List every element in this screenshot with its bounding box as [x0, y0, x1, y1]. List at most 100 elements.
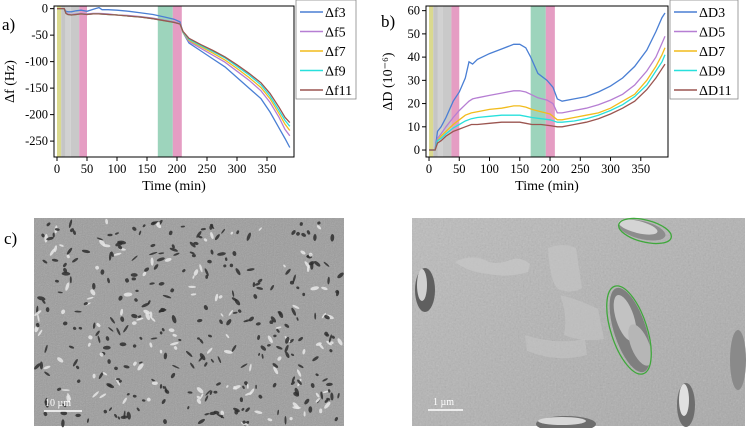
bacterial-cell — [270, 284, 274, 291]
bacterial-cell — [217, 252, 226, 256]
bacterial-cell — [159, 331, 163, 335]
bacterial-cell — [63, 267, 68, 273]
y-tick-label: 20 — [408, 97, 421, 111]
bacterial-cell — [142, 271, 147, 277]
bacterial-cell — [253, 294, 258, 299]
bacterial-cell — [277, 311, 282, 316]
bacterial-cell — [158, 252, 165, 255]
bacterial-cell — [182, 269, 186, 273]
bacterial-cell — [330, 392, 334, 401]
bacterial-cell — [147, 300, 151, 305]
bacterial-cell — [327, 389, 331, 393]
bacterial-cell — [180, 225, 185, 228]
series-line-0 — [57, 6, 291, 148]
y-tick-label: 50 — [408, 27, 421, 41]
shaded-interval — [429, 6, 434, 157]
bacterial-cell — [217, 356, 222, 364]
bacterial-cell — [61, 389, 70, 391]
bacterial-cell — [164, 257, 172, 262]
bacterial-cell — [337, 338, 343, 346]
bacterial-cell — [75, 365, 80, 370]
bacterial-cell — [42, 259, 48, 264]
bacterial-cell — [54, 228, 60, 231]
bacterial-cell — [138, 230, 142, 236]
bacterial-cell — [330, 234, 335, 242]
bacterial-cell — [240, 363, 248, 368]
bacterial-cell — [95, 265, 99, 270]
bacterial-cell — [133, 361, 137, 366]
bacterial-cell — [189, 251, 195, 255]
bacterial-cell — [254, 282, 261, 286]
bacterial-cell — [329, 349, 333, 353]
shaded-interval — [545, 6, 555, 157]
bacterial-cell — [87, 418, 89, 423]
bacterial-cell — [323, 261, 330, 267]
bacterial-cell — [49, 248, 56, 256]
x-tick-label: 300 — [228, 162, 247, 176]
panel-label-c: c) — [4, 229, 17, 248]
series-line-4 — [429, 63, 666, 151]
x-tick-label: 350 — [258, 162, 277, 176]
shaded-interval — [157, 6, 173, 157]
bacterial-cell — [226, 319, 232, 326]
shaded-interval — [70, 6, 80, 157]
bacterial-cell — [61, 403, 67, 408]
bacterial-cell — [146, 397, 151, 402]
bacterial-cell — [290, 381, 295, 385]
bacterial-cell — [70, 228, 74, 233]
y-tick-label: 60 — [408, 4, 421, 18]
bacterial-cell — [223, 264, 227, 268]
bacterial-cell — [322, 378, 328, 382]
bacterial-cell — [218, 295, 223, 299]
bacterial-cell — [272, 382, 277, 388]
bacterial-cell — [260, 345, 267, 351]
bacterial-cell — [134, 298, 138, 302]
bacterial-cell — [336, 290, 340, 297]
series-line-4 — [57, 7, 291, 124]
bacterial-cell — [41, 233, 45, 238]
x-tick-label: 0 — [54, 162, 60, 176]
bacterial-cell — [102, 371, 108, 376]
bacterial-cell — [43, 411, 48, 417]
bacterial-cell — [97, 335, 101, 344]
bacterial-cell — [61, 419, 65, 428]
bacterial-cell — [196, 231, 202, 238]
bacterial-cell — [115, 241, 123, 247]
bacterial-cell — [220, 410, 225, 416]
y-tick-label: 40 — [408, 50, 421, 64]
bacterial-cell — [162, 385, 165, 389]
series-line-0 — [429, 12, 666, 151]
chart-dissipation-shift: 0 50 100 150 200 250 300 350 0 10 20 30 40 50 60 Time (… — [381, 0, 739, 194]
bacterial-cell — [196, 395, 202, 400]
bacterial-cell — [313, 261, 321, 267]
bacterial-cell — [44, 371, 51, 377]
bacterial-cell — [285, 268, 291, 275]
bacterial-cell — [246, 268, 255, 272]
bacterial-cell — [206, 347, 213, 354]
bacterial-cell — [60, 411, 68, 416]
bacterial-cell — [43, 365, 51, 370]
bacterial-cell — [289, 280, 295, 285]
x-tick-label: 200 — [541, 162, 560, 176]
bacterial-cell — [337, 272, 344, 279]
bacterial-cell — [135, 289, 139, 293]
bacterial-cell — [229, 263, 234, 268]
bacterial-cell — [115, 378, 121, 381]
bacterial-cell — [153, 264, 159, 270]
bacterial-cell — [255, 384, 257, 389]
bacterial-cell — [92, 322, 96, 329]
bacterial-cell — [258, 352, 261, 356]
x-tick-label: 300 — [601, 162, 620, 176]
bacterial-cell — [232, 311, 238, 314]
bacterial-cell — [122, 397, 127, 404]
bacterial-cell — [188, 285, 197, 289]
bacterial-cell — [161, 328, 165, 332]
legend-entry: Δf7 — [325, 45, 346, 60]
bacterial-cell — [267, 418, 273, 422]
bacterial-cell — [145, 312, 151, 321]
y-axis-label: Δf (Hz) — [3, 60, 18, 103]
plot-frame — [53, 5, 295, 158]
legend-entry: Δf9 — [325, 65, 346, 80]
highlight-ellipse-center — [606, 285, 652, 375]
bacterial-cell — [35, 322, 40, 328]
